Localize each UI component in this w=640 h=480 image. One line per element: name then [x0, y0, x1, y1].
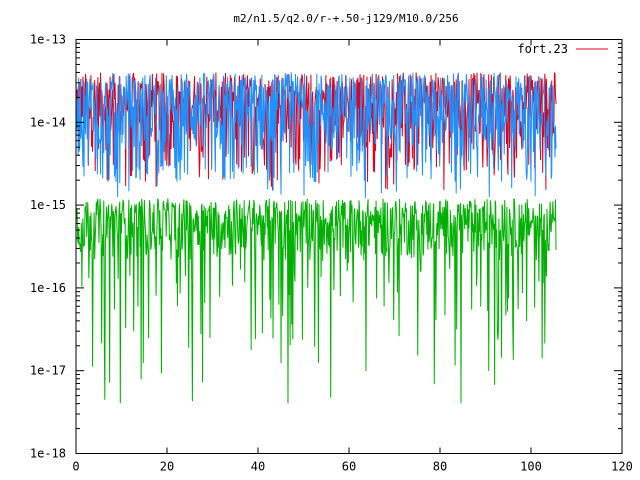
plot-series: [75, 72, 557, 404]
legend: fort.23: [517, 42, 608, 56]
y-tick-label: 1e-17: [30, 364, 66, 378]
chart-title: m2/n1.5/q2.0/r-+.50-j129/M10.0/256: [233, 12, 458, 25]
x-tick-label: 0: [72, 460, 79, 474]
x-tick-label: 100: [520, 460, 542, 474]
legend-label: fort.23: [517, 42, 568, 56]
y-tick-label: 1e-13: [30, 33, 66, 47]
y-tick-label: 1e-16: [30, 281, 66, 295]
axis-ticks: 0 20 40 60 80 100 120 1e-18 1e-17 1e-16 1e-15 1e-14…: [30, 33, 633, 474]
x-tick-label: 120: [611, 460, 633, 474]
y-tick-label: 1e-14: [30, 115, 66, 129]
x-tick-label: 20: [160, 460, 174, 474]
x-tick-label: 60: [342, 460, 356, 474]
y-tick-label: 1e-18: [30, 447, 66, 461]
x-tick-label: 40: [251, 460, 265, 474]
series-line: [75, 72, 557, 199]
x-tick-label: 80: [433, 460, 447, 474]
series-line: [75, 198, 557, 404]
y-tick-label: 1e-15: [30, 198, 66, 212]
